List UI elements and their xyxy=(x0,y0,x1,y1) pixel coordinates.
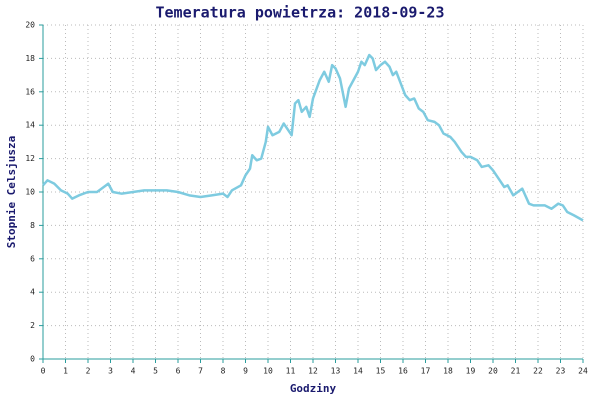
x-tick-label: 3 xyxy=(108,367,113,376)
x-tick-label: 8 xyxy=(221,367,226,376)
x-tick-label: 2 xyxy=(86,367,91,376)
x-tick-label: 9 xyxy=(243,367,248,376)
x-tick-label: 0 xyxy=(41,367,46,376)
x-tick-label: 4 xyxy=(131,367,136,376)
x-tick-label: 18 xyxy=(443,367,453,376)
y-tick-label: 18 xyxy=(25,54,35,63)
x-axis-label: Godziny xyxy=(290,382,337,395)
x-tick-label: 12 xyxy=(308,367,318,376)
x-tick-label: 5 xyxy=(153,367,158,376)
chart-title: Temeratura powietrza: 2018-09-23 xyxy=(156,4,445,22)
y-tick-label: 16 xyxy=(25,87,35,96)
x-tick-label: 1 xyxy=(63,367,68,376)
x-tick-label: 14 xyxy=(353,367,363,376)
y-tick-label: 4 xyxy=(30,288,35,297)
x-tick-label: 10 xyxy=(263,367,273,376)
y-tick-label: 8 xyxy=(30,221,35,230)
x-tick-label: 21 xyxy=(511,367,521,376)
y-tick-label: 6 xyxy=(30,254,35,263)
x-tick-label: 19 xyxy=(466,367,476,376)
x-tick-label: 6 xyxy=(176,367,181,376)
x-tick-label: 22 xyxy=(533,367,543,376)
x-tick-label: 15 xyxy=(376,367,386,376)
x-tick-label: 24 xyxy=(578,367,588,376)
x-tick-label: 23 xyxy=(556,367,566,376)
x-tick-label: 11 xyxy=(286,367,296,376)
y-tick-label: 2 xyxy=(30,321,35,330)
y-tick-label: 12 xyxy=(25,154,35,163)
line-series xyxy=(42,53,584,222)
x-tick-label: 16 xyxy=(398,367,408,376)
x-tick-label: 17 xyxy=(421,367,431,376)
y-tick-label: 14 xyxy=(25,121,35,130)
y-tick-label: 20 xyxy=(25,21,35,30)
y-tick-label: 0 xyxy=(30,355,35,364)
y-tick-label: 10 xyxy=(25,188,35,197)
x-tick-label: 20 xyxy=(488,367,498,376)
y-axis-label: Stopnie Celsjusza xyxy=(5,136,18,249)
x-tick-label: 7 xyxy=(198,367,203,376)
x-tick-label: 13 xyxy=(331,367,341,376)
